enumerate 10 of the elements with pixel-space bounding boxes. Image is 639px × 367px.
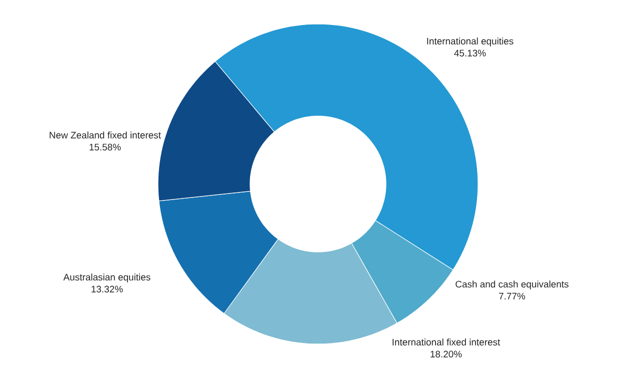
data-label: 13.32%	[92, 286, 123, 292]
slice-label: Cash and cash equivalents	[456, 280, 568, 290]
data-label: 15.58%	[90, 144, 121, 150]
data-label: 45.13%	[454, 50, 486, 56]
data-label: 18.20%	[430, 350, 462, 358]
slice-label: International equities	[427, 38, 514, 46]
slice-label: International fixed interest	[392, 338, 500, 346]
data-label: 7.77%	[499, 292, 526, 300]
slice-label: Australasian equities	[63, 274, 150, 282]
slice-label: New Zealand fixed interest	[50, 132, 161, 138]
